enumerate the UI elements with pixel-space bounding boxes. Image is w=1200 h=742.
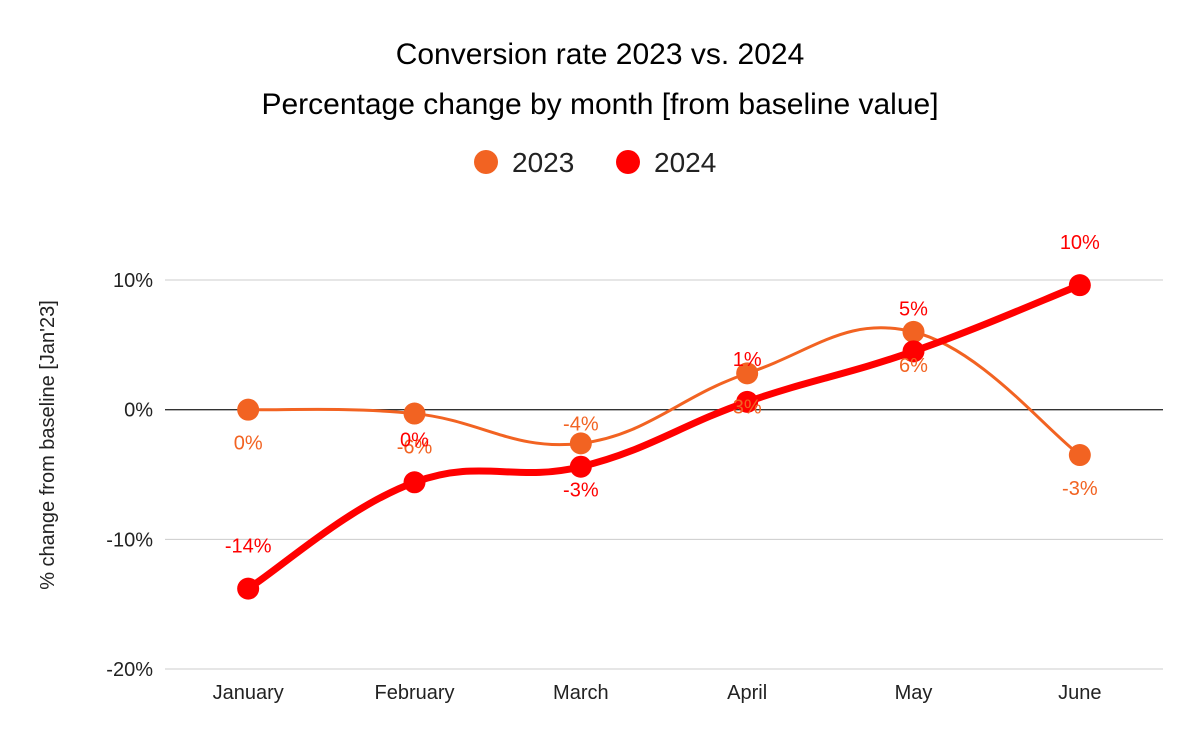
chart-subtitle: Percentage change by month [from baselin… <box>261 88 938 121</box>
data-label-2023: -4% <box>563 413 599 435</box>
data-point-2024 <box>403 471 426 494</box>
data-point-2023 <box>403 402 426 425</box>
legend-label-2023: 2023 <box>512 147 574 178</box>
data-point-2024 <box>569 455 592 478</box>
x-tick-label: March <box>553 682 609 704</box>
series-line-2024 <box>244 281 1084 593</box>
data-label-2024: -3% <box>563 480 599 502</box>
data-point-2024 <box>902 340 925 363</box>
data-label-2023: 6% <box>899 355 928 377</box>
data-label-2024: 5% <box>899 298 928 320</box>
data-point-2023 <box>1068 444 1091 467</box>
data-point-2023 <box>237 398 260 421</box>
data-point-2024 <box>736 390 759 413</box>
data-point-2023 <box>569 432 592 455</box>
data-label-2023: -3% <box>1062 478 1098 500</box>
data-point-2024 <box>237 577 260 600</box>
data-label-2024: -14% <box>225 536 272 558</box>
data-point-2023 <box>902 320 925 343</box>
data-point-2024 <box>1068 274 1091 297</box>
series-layer <box>237 274 1091 600</box>
label-layer: 0% -6%-4%3%6%-3%-14%0%-3%1%5%10% <box>225 232 1100 557</box>
y-tick-label: -10% <box>106 529 153 551</box>
x-tick-label: May <box>895 682 933 704</box>
data-label-2024: 10% <box>1060 232 1100 254</box>
y-tick-label: 0% <box>124 400 153 422</box>
x-tick-label: April <box>727 682 767 704</box>
x-tick-label: June <box>1058 682 1101 704</box>
data-label-2024: 1% <box>733 349 762 371</box>
y-tick-label: -20% <box>106 659 153 681</box>
y-axis-title: % change from baseline [Jan'23] <box>37 300 59 590</box>
grid-layer: 10% 0% -10% -20% January February March April Ma… <box>106 270 1163 704</box>
y-tick-label: 10% <box>113 270 153 292</box>
data-label-2023: -6% <box>397 437 433 459</box>
x-tick-label: January <box>213 682 284 704</box>
x-tick-label: February <box>374 682 454 704</box>
legend-marker-2023 <box>474 150 498 174</box>
legend-marker-2024 <box>616 150 640 174</box>
data-point-2023 <box>736 362 759 385</box>
data-label-2024: 0% <box>400 429 429 451</box>
legend: 2023 2024 <box>474 147 716 178</box>
data-label-2023: 0% <box>234 433 263 455</box>
legend-label-2024: 2024 <box>654 147 716 178</box>
data-label-2023: 3% <box>733 396 762 418</box>
chart-title: Conversion rate 2023 vs. 2024 <box>396 38 805 71</box>
